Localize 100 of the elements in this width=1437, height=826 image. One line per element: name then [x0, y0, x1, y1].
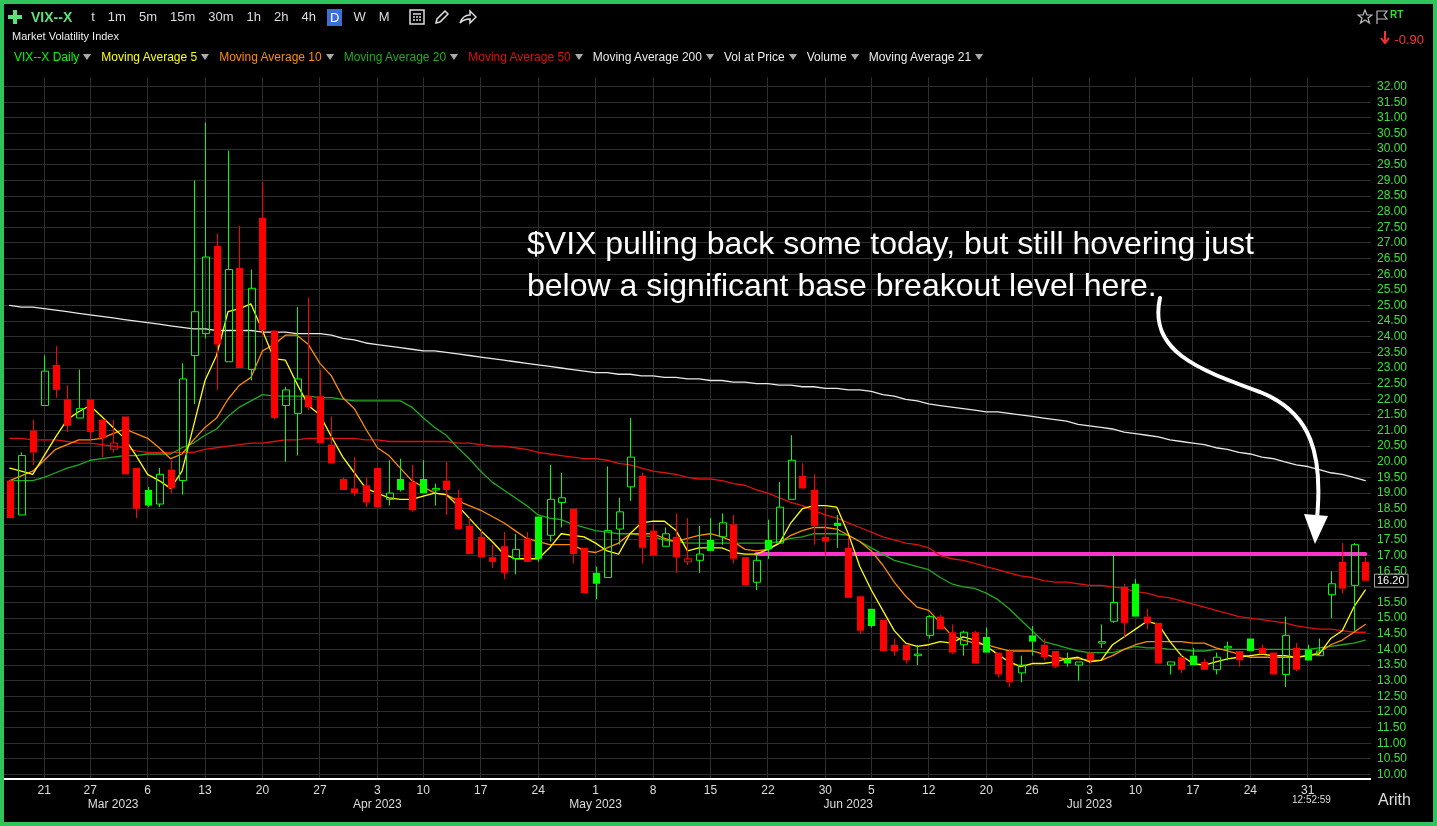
- candlestick: [729, 514, 738, 564]
- y-tick-label: 31.00: [1376, 110, 1408, 125]
- text: RT: [1390, 9, 1404, 20]
- candlestick: [1351, 542, 1359, 632]
- candlestick: [1189, 647, 1198, 666]
- candlestick: [821, 506, 830, 557]
- x-tick-label: 27: [83, 782, 98, 797]
- text: 12:52:59: [1292, 794, 1331, 805]
- candlestick: [386, 459, 394, 507]
- candlestick: [1063, 652, 1072, 668]
- x-tick-label: 1 May 2023: [569, 782, 623, 812]
- candlestick: [1005, 648, 1014, 688]
- y-tick-label: 25.50: [1376, 282, 1408, 297]
- candlestick: [6, 478, 15, 519]
- x-tick-label: 13: [198, 782, 213, 797]
- y-tick-label: 15.00: [1376, 610, 1408, 625]
- x-tick-label: 22: [761, 782, 775, 797]
- text: 1h: [245, 8, 263, 26]
- candlestick: [764, 519, 773, 560]
- candlestick: [419, 459, 428, 494]
- x-tick-label: 30: [818, 782, 833, 797]
- candlestick: [235, 225, 244, 369]
- candlestick: [258, 181, 267, 336]
- text: 5m: [137, 8, 158, 26]
- y-tick-label: 18.50: [1376, 501, 1408, 516]
- x-tick-label: 10: [416, 782, 431, 797]
- y-tick-label: 20.00: [1376, 454, 1408, 469]
- x-tick-label: Mar 2023: [87, 797, 139, 812]
- x-tick-label: 17: [1186, 782, 1200, 797]
- candlestick: [29, 419, 38, 466]
- candlestick: [202, 122, 210, 339]
- candlestick: [856, 596, 865, 635]
- candlestick: [1120, 583, 1129, 638]
- y-tick-label: 17.50: [1376, 532, 1408, 547]
- candlestick: [604, 466, 612, 579]
- y-tick-label: 29.50: [1376, 157, 1408, 172]
- x-tick-label: 24: [1243, 782, 1258, 797]
- x-tick-label: 21: [37, 782, 52, 797]
- x-tick-label: 27: [313, 782, 327, 797]
- candlestick: [1316, 637, 1324, 657]
- candlestick: [982, 627, 991, 653]
- y-tick-label: 21.50: [1376, 407, 1408, 422]
- candlestick: [776, 481, 784, 544]
- y-tick-label: 26.00: [1376, 266, 1408, 281]
- candlestick: [52, 345, 61, 399]
- candlestick: [1282, 616, 1290, 688]
- y-tick-label: 23.00: [1376, 360, 1408, 375]
- x-tick-label: 10: [1128, 782, 1143, 797]
- candlestick: [350, 456, 359, 497]
- text: Vol at Price: [723, 50, 785, 64]
- text: VIX--X Daily: [14, 50, 80, 64]
- text: Volume: [806, 50, 847, 64]
- candlestick: [706, 517, 715, 551]
- candlestick: [1028, 625, 1037, 657]
- candlestick: [914, 644, 922, 666]
- x-tick-label: 8: [649, 782, 657, 797]
- candlestick: [248, 269, 256, 382]
- candlestick: [1098, 623, 1106, 649]
- candlestick: [294, 306, 302, 457]
- candlestick: [523, 531, 532, 562]
- candlestick: [994, 652, 1003, 679]
- x-tick-label: 20: [979, 782, 994, 797]
- x-tick-label: 24: [531, 782, 546, 797]
- text: Arith: [1378, 791, 1411, 809]
- candlestick: [454, 489, 463, 530]
- candlestick: [304, 297, 313, 411]
- candlestick: [63, 384, 72, 433]
- candlestick: [477, 528, 486, 558]
- text: 16.20: [1376, 574, 1405, 587]
- text: Moving Average 20: [343, 50, 447, 64]
- y-tick-label: 24.00: [1376, 329, 1408, 344]
- y-tick-label: 30.00: [1376, 141, 1408, 156]
- annotation: $VIX pulling back some today, but still hovering just below a significant base breakout level here.: [527, 224, 1255, 305]
- y-tick-label: 27.50: [1376, 219, 1408, 234]
- y-tick-label: 29.00: [1376, 172, 1408, 187]
- candlestick: [500, 531, 509, 580]
- text: t: [90, 8, 96, 26]
- candlestick: [936, 614, 945, 630]
- x-tick-label: 12: [922, 782, 936, 797]
- candlestick: [282, 386, 290, 463]
- candlestick: [1338, 542, 1347, 594]
- text: Moving Average 5: [101, 50, 198, 64]
- text: Moving Average 21: [868, 50, 972, 64]
- candlestick: [339, 476, 348, 490]
- candlestick: [592, 566, 601, 600]
- x-tick-label: Jun 2023: [823, 797, 874, 812]
- candlestick: [110, 419, 118, 453]
- candlestick: [362, 476, 371, 508]
- candlestick: [558, 472, 566, 528]
- text: 4h: [300, 8, 317, 26]
- candlestick: [41, 355, 49, 407]
- candlestick: [569, 508, 578, 564]
- x-tick-label: 3 Apr 2023: [352, 782, 403, 812]
- candlestick: [327, 415, 336, 464]
- y-tick-label: 15.50: [1376, 594, 1408, 609]
- candlestick: [1143, 608, 1152, 630]
- candlestick: [844, 536, 853, 598]
- y-tick-label: 32.00: [1376, 78, 1408, 93]
- candlestick: [191, 179, 199, 405]
- y-tick-label: 20.50: [1376, 438, 1408, 453]
